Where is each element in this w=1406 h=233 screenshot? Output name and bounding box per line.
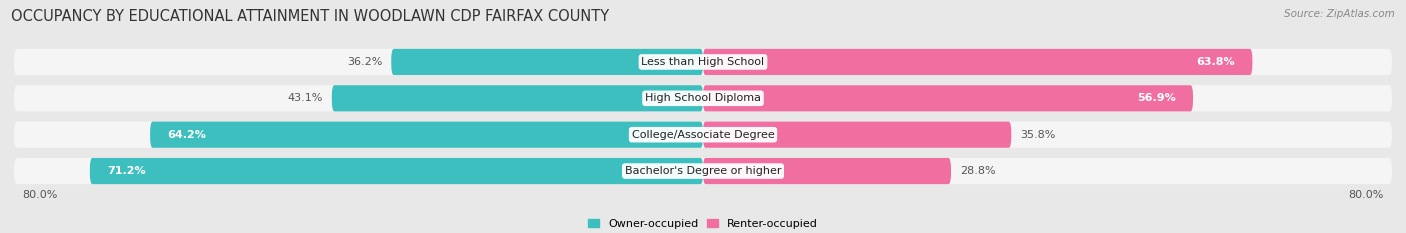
FancyBboxPatch shape — [391, 49, 703, 75]
Text: 71.2%: 71.2% — [107, 166, 146, 176]
FancyBboxPatch shape — [703, 49, 1253, 75]
FancyBboxPatch shape — [90, 158, 703, 184]
Text: 80.0%: 80.0% — [22, 190, 58, 200]
FancyBboxPatch shape — [703, 122, 1011, 148]
FancyBboxPatch shape — [150, 122, 703, 148]
Text: 56.9%: 56.9% — [1137, 93, 1175, 103]
FancyBboxPatch shape — [703, 85, 1194, 111]
Text: 35.8%: 35.8% — [1019, 130, 1056, 140]
Text: Bachelor's Degree or higher: Bachelor's Degree or higher — [624, 166, 782, 176]
Text: High School Diploma: High School Diploma — [645, 93, 761, 103]
Text: Source: ZipAtlas.com: Source: ZipAtlas.com — [1284, 9, 1395, 19]
Text: OCCUPANCY BY EDUCATIONAL ATTAINMENT IN WOODLAWN CDP FAIRFAX COUNTY: OCCUPANCY BY EDUCATIONAL ATTAINMENT IN W… — [11, 9, 609, 24]
FancyBboxPatch shape — [703, 158, 950, 184]
Text: College/Associate Degree: College/Associate Degree — [631, 130, 775, 140]
Text: 28.8%: 28.8% — [960, 166, 995, 176]
Text: 43.1%: 43.1% — [288, 93, 323, 103]
Text: 64.2%: 64.2% — [167, 130, 207, 140]
Text: Less than High School: Less than High School — [641, 57, 765, 67]
Text: 36.2%: 36.2% — [347, 57, 382, 67]
FancyBboxPatch shape — [14, 122, 1392, 148]
FancyBboxPatch shape — [14, 158, 1392, 184]
Text: 63.8%: 63.8% — [1197, 57, 1236, 67]
FancyBboxPatch shape — [14, 49, 1392, 75]
Text: 80.0%: 80.0% — [1348, 190, 1384, 200]
Legend: Owner-occupied, Renter-occupied: Owner-occupied, Renter-occupied — [583, 214, 823, 233]
FancyBboxPatch shape — [332, 85, 703, 111]
FancyBboxPatch shape — [14, 85, 1392, 111]
